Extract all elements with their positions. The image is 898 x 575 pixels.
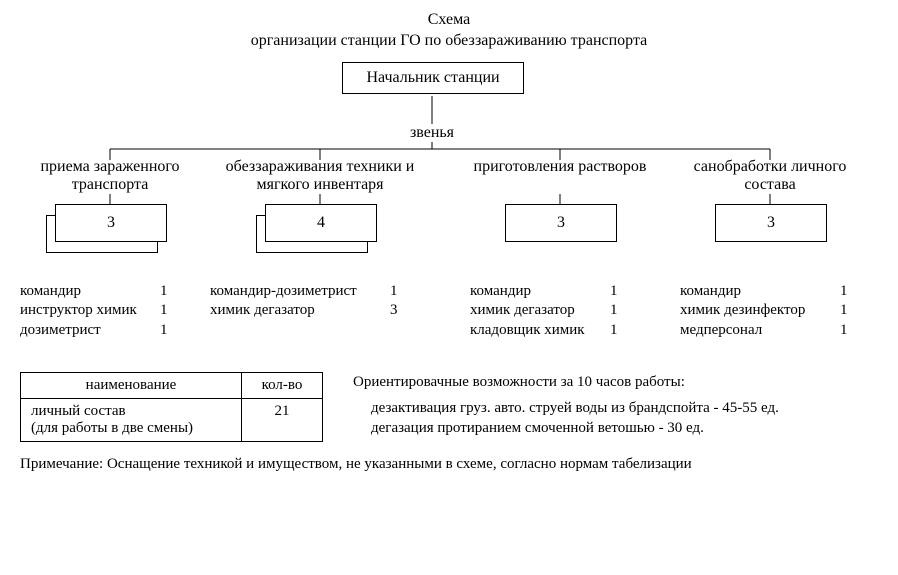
summary-row-count: 21 [242,398,323,441]
summary-header-count: кол-во [242,372,323,398]
root-node-label: Начальник станции [366,69,499,86]
branch3-roster: командир1 химик дегазатор1 кладовщик хим… [470,282,624,341]
branch2-roster: командир-дозиметрист1 химик дегазатор3 [210,282,404,321]
branch2-count-box: 4 [265,204,377,242]
branch4-label: санобработки личного состава [670,158,870,195]
branch3-label: приготовления растворов [460,158,660,176]
capabilities-line1: дезактивация груз. авто. струей воды из … [353,398,779,418]
branch1-roster: командир1 инструктор химик1 дозиметрист1 [20,282,174,341]
org-diagram: Начальник станции звенья приема зараженн… [20,62,878,372]
branch1-count: 3 [107,214,115,231]
branch1-count-box: 3 [55,204,167,242]
diagram-title: Схема организации станции ГО по обеззара… [20,10,878,52]
summary-table: наименование кол-во личный состав (для р… [20,372,323,442]
summary-row-name-l2: (для работы в две смены) [31,420,231,437]
lower-section: наименование кол-во личный состав (для р… [20,372,878,442]
links-label: звенья [408,124,456,142]
branch2-count: 4 [317,214,325,231]
title-line1: Схема [20,10,878,31]
title-line2: организации станции ГО по обеззараживани… [20,31,878,52]
branch3-count: 3 [557,214,565,231]
branch3-count-box: 3 [505,204,617,242]
summary-row-name-l1: личный состав [31,403,231,420]
branch4-count: 3 [767,214,775,231]
footnote: Примечание: Оснащение техникой и имущест… [20,456,878,473]
table-row: личный состав (для работы в две смены) 2… [21,398,323,441]
root-node: Начальник станции [342,62,524,94]
branch1-label: приема зараженного транспорта [10,158,210,195]
branch4-roster: командир1 химик дезинфектор1 медперсонал… [680,282,854,341]
branch2-label: обеззараживания техники и мягкого инвент… [220,158,420,195]
capabilities-heading: Ориентировачные возможности за 10 часов … [353,372,779,392]
capabilities-line2: дегазация протиранием смоченной ветошью … [353,418,779,438]
summary-header-name: наименование [21,372,242,398]
capabilities-block: Ориентировачные возможности за 10 часов … [353,372,779,439]
branch4-count-box: 3 [715,204,827,242]
